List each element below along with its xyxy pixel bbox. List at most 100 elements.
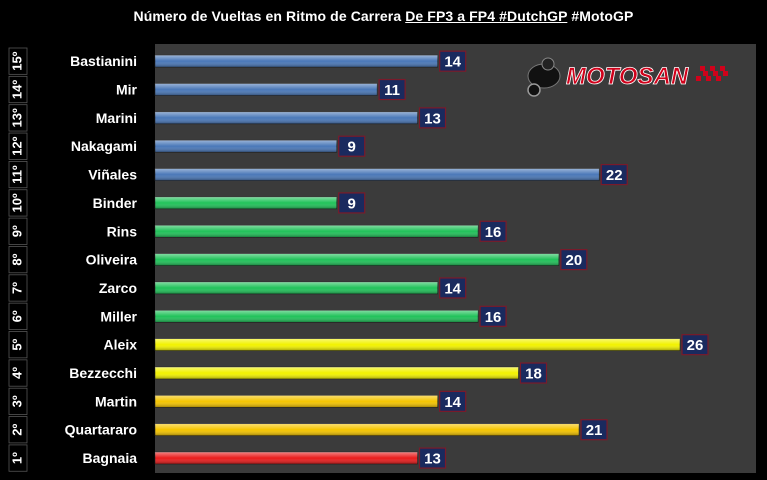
bar-shade [155,423,580,436]
bar-shade [155,225,479,238]
checker-square [723,71,728,76]
checker-square [696,76,701,81]
checker-square [716,76,721,81]
rank-label: 4º [9,367,24,379]
motosan-logo: MOTOSAN [527,57,728,97]
rank-cell [8,387,28,415]
chart-title-part1: Número de Vueltas en Ritmo de Carrera [133,8,402,24]
rank-label: 8º [9,253,24,265]
rank-label: 13º [9,108,24,127]
value-label: 13 [424,451,441,468]
rider-name: Oliveira [86,252,138,268]
bar-shade [155,55,438,68]
value-label-box [439,50,467,72]
value-label-box [560,249,588,271]
rank-cell [8,444,28,472]
bar-shade [155,281,438,294]
value-label: 22 [606,167,623,184]
rider-name: Mir [116,82,138,98]
rank-label: 7º [9,282,24,294]
bar-shade [155,367,519,380]
rider-name: Marini [96,110,137,126]
value-label: 16 [485,224,502,241]
rank-cell [8,189,28,217]
bars [154,54,681,465]
value-label-box [439,390,467,412]
bar-shade [155,253,559,266]
rank-label: 6º [9,310,24,322]
chart-title-part3: #MotoGP [571,8,634,24]
rank-cell [8,104,28,132]
rider-icon [527,57,561,97]
rider-names: Bastianini Mir Marini Nakagami Viñales Binder… [65,53,138,466]
rank-label: 3º [9,395,24,407]
checker-square [720,66,725,71]
checker-square [706,76,711,81]
logo-wordmark: MOTOSAN [566,63,689,90]
value-label-box [519,362,548,384]
value-label: 14 [444,280,461,297]
value-label: 11 [384,82,400,99]
bar-shade [155,140,337,153]
rider-name: Miller [100,308,137,324]
rider-name: Martin [95,393,137,409]
rank-column: 15º 14º 13º 12º 11º 10º 9º 8º 7º 6º 5º 4º 3º 2º 1º [8,47,28,472]
rank-cell [8,47,28,75]
rank-label: 11º [9,165,24,184]
rank-cell [8,246,28,274]
checker-square [713,71,718,76]
bar-shade [155,452,418,465]
rider-name: Quartararo [65,422,137,438]
value-labels: 14 11 13 9 22 9 16 20 14 16 26 18 14 21 13 [338,50,709,469]
rank-cell [8,75,28,104]
rank-cell [8,132,28,160]
rider-name: Bezzecchi [69,365,137,381]
value-label: 26 [687,337,704,354]
value-label: 21 [586,422,603,439]
value-label: 13 [424,110,441,127]
value-label-box [600,163,628,186]
value-label-box [580,419,608,441]
value-label: 18 [525,366,542,383]
value-label-box [479,220,507,242]
bar-shade [155,395,438,408]
chart-title: Número de Vueltas en Ritmo de Carrera De… [0,8,767,24]
rank-cell [8,217,28,245]
rank-label: 12º [9,136,24,155]
value-label-box [439,277,467,299]
rider-name: Rins [107,223,138,239]
value-label-box [681,334,709,356]
rank-label: 2º [9,423,24,435]
value-label-box [378,78,406,101]
value-label: 9 [348,139,356,156]
rider-name: Zarco [99,280,137,296]
value-label-box [479,305,507,327]
rider-name: Bagnaia [83,450,138,466]
rank-cell [8,160,28,189]
rank-label: 9º [9,225,24,237]
chart-title-part2: De FP3 a FP4 #DutchGP [405,8,568,24]
bar-shade [155,196,337,209]
rider-name: Bastianini [70,53,137,69]
value-label-box [338,192,366,214]
value-label: 20 [566,252,583,269]
bar-shade [155,111,418,124]
value-label: 14 [444,394,461,411]
value-label-box [418,447,447,469]
bar-shade [155,338,680,351]
rank-cell [8,331,28,359]
bar-shade [155,168,600,181]
bar-shade [155,310,479,323]
rank-cell [8,274,28,302]
checker-square [703,71,708,76]
rank-label: 10º [9,193,24,212]
rank-label: 14º [9,80,24,99]
value-label: 14 [444,54,461,71]
rider-name: Binder [93,195,138,211]
value-label: 9 [348,195,356,212]
rider-name: Nakagami [71,138,137,154]
rank-label: 15º [9,51,24,70]
value-label: 16 [485,309,502,326]
checker-square [700,66,705,71]
